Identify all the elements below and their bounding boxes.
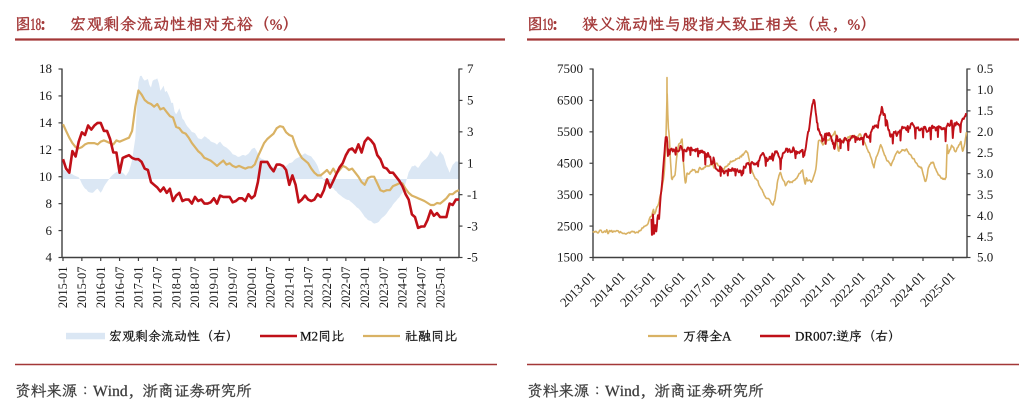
svg-text:18: 18	[39, 61, 52, 76]
svg-text:2020-07: 2020-07	[264, 267, 278, 309]
svg-text:2019-07: 2019-07	[226, 267, 240, 309]
svg-text:2023-07: 2023-07	[377, 267, 391, 309]
svg-text:2021-07: 2021-07	[301, 267, 315, 309]
svg-text:-5: -5	[467, 250, 478, 265]
svg-text:4.5: 4.5	[977, 229, 993, 244]
svg-text:2022-01: 2022-01	[320, 267, 334, 309]
svg-text:2024-01: 2024-01	[396, 267, 410, 309]
svg-text:2024-07: 2024-07	[415, 267, 429, 309]
svg-text:4: 4	[46, 250, 53, 265]
svg-text:2015-07: 2015-07	[75, 267, 89, 309]
svg-text:0.5: 0.5	[977, 61, 993, 76]
svg-text:2022-07: 2022-07	[339, 267, 353, 309]
svg-text:14: 14	[39, 115, 53, 130]
svg-text:16: 16	[39, 88, 53, 103]
svg-text:2020-01: 2020-01	[245, 267, 259, 309]
svg-text:2017-01: 2017-01	[132, 267, 146, 309]
svg-text:2018-01: 2018-01	[169, 267, 183, 309]
svg-text:8: 8	[46, 196, 53, 211]
svg-text:6500: 6500	[557, 93, 583, 108]
svg-text:4500: 4500	[557, 155, 583, 170]
svg-text:2023-01: 2023-01	[358, 267, 372, 309]
svg-text:12: 12	[39, 142, 52, 157]
svg-text:2019-01: 2019-01	[207, 267, 221, 309]
svg-text:5: 5	[467, 93, 474, 108]
svg-text:7500: 7500	[557, 61, 583, 76]
svg-text:4.0: 4.0	[977, 208, 993, 223]
svg-text:2016-01: 2016-01	[94, 267, 108, 309]
svg-text:2017-07: 2017-07	[151, 267, 165, 309]
svg-text:2500: 2500	[557, 218, 583, 233]
svg-text:5500: 5500	[557, 124, 583, 139]
svg-text:1500: 1500	[557, 250, 583, 265]
svg-text:1.5: 1.5	[977, 103, 993, 118]
svg-text:10: 10	[39, 169, 52, 184]
svg-text:2018-07: 2018-07	[188, 267, 202, 309]
svg-text:-1: -1	[467, 187, 478, 202]
svg-text:2.5: 2.5	[977, 145, 993, 160]
svg-text:6: 6	[46, 223, 53, 238]
svg-text:2016-07: 2016-07	[113, 267, 127, 309]
svg-text:2021-01: 2021-01	[283, 267, 297, 309]
svg-text:1.0: 1.0	[977, 82, 993, 97]
svg-text:3.0: 3.0	[977, 166, 993, 181]
svg-text:-3: -3	[467, 218, 478, 233]
svg-text:2.0: 2.0	[977, 124, 993, 139]
svg-text:2015-01: 2015-01	[56, 267, 70, 309]
svg-text:3500: 3500	[557, 187, 583, 202]
svg-text:2025-01: 2025-01	[433, 267, 447, 309]
svg-text:3: 3	[467, 124, 474, 139]
svg-text:7: 7	[467, 61, 474, 76]
svg-text:1: 1	[467, 155, 474, 170]
svg-text:5.0: 5.0	[977, 250, 993, 265]
svg-text:3.5: 3.5	[977, 187, 993, 202]
